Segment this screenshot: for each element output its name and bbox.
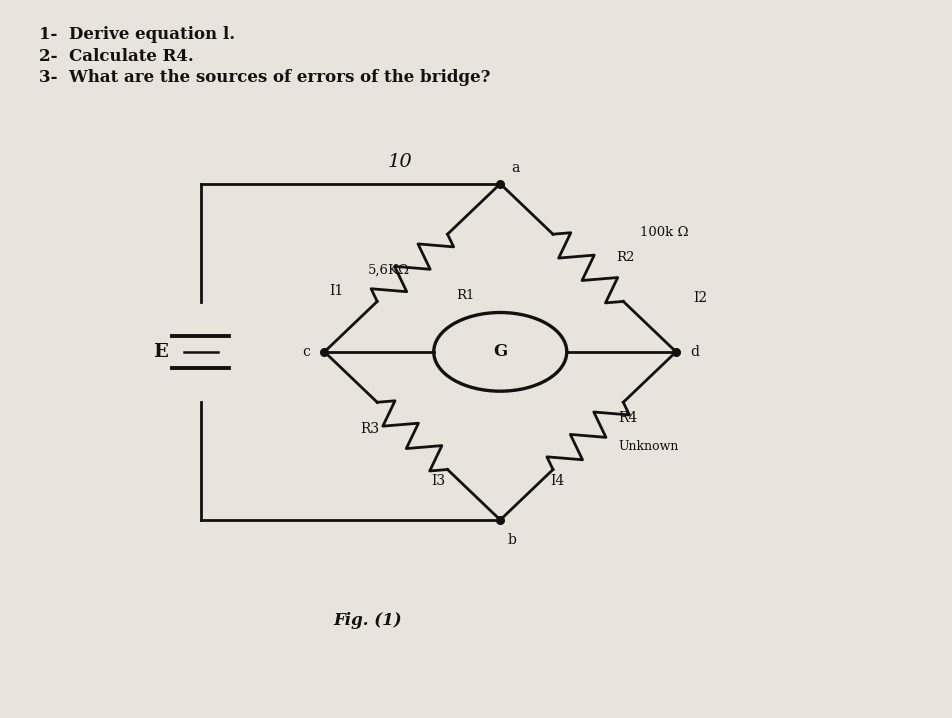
- Text: I2: I2: [692, 292, 706, 305]
- Text: c: c: [302, 345, 310, 359]
- Text: G: G: [492, 343, 506, 360]
- Text: I1: I1: [328, 284, 343, 298]
- Text: R4: R4: [618, 411, 637, 425]
- Text: E: E: [152, 343, 168, 361]
- Text: R2: R2: [616, 251, 634, 264]
- Text: I4: I4: [549, 474, 564, 488]
- Text: R3: R3: [360, 421, 379, 436]
- Text: b: b: [507, 533, 516, 547]
- Text: 5,6KΩ: 5,6KΩ: [367, 264, 409, 277]
- Text: a: a: [511, 161, 520, 175]
- Text: Fig. (1): Fig. (1): [332, 612, 401, 628]
- Text: 10: 10: [387, 154, 412, 172]
- Text: 2-  Calculate R4.: 2- Calculate R4.: [39, 48, 194, 65]
- Text: 1-  Derive equation l.: 1- Derive equation l.: [39, 27, 235, 43]
- Text: 100k Ω: 100k Ω: [640, 226, 688, 239]
- Text: 3-  What are the sources of errors of the bridge?: 3- What are the sources of errors of the…: [39, 70, 490, 86]
- Text: I3: I3: [431, 474, 446, 488]
- Text: d: d: [689, 345, 699, 359]
- Text: R1: R1: [456, 289, 474, 302]
- Text: Unknown: Unknown: [618, 440, 678, 453]
